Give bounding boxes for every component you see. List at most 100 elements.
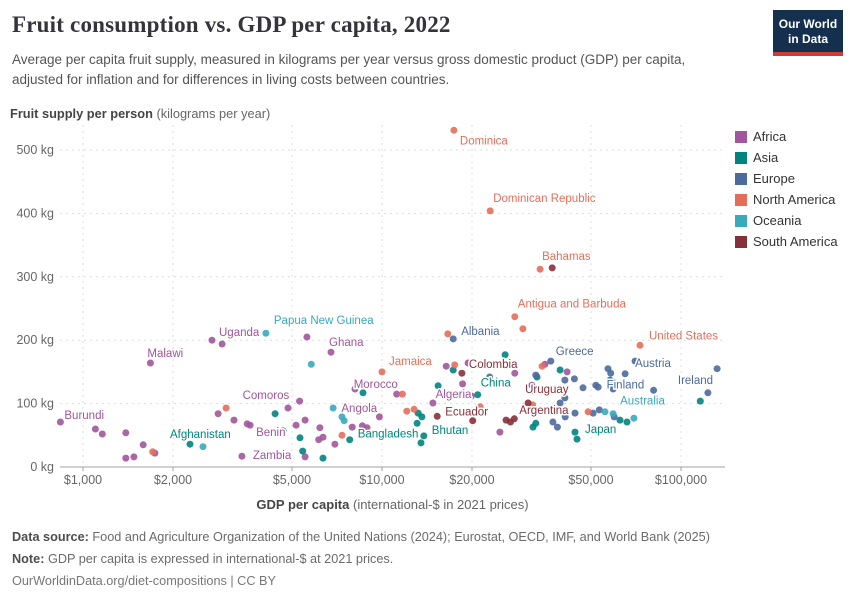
- data-point[interactable]: [601, 408, 609, 416]
- country-label[interactable]: Burundi: [63, 409, 106, 424]
- data-point[interactable]: [91, 425, 99, 433]
- country-label[interactable]: Bhutan: [430, 423, 469, 438]
- owid-logo[interactable]: Our World in Data: [773, 10, 843, 56]
- data-point[interactable]: [528, 381, 536, 389]
- country-label[interactable]: Ecuador: [444, 405, 490, 420]
- country-label[interactable]: Papua New Guinea: [272, 314, 375, 329]
- legend-item-south-america[interactable]: South America: [735, 234, 838, 249]
- data-point[interactable]: [571, 409, 579, 417]
- data-point[interactable]: [316, 424, 324, 432]
- data-point[interactable]: [594, 383, 602, 391]
- data-point[interactable]: [271, 410, 279, 418]
- data-point[interactable]: [536, 265, 544, 273]
- country-label[interactable]: Greece: [554, 345, 595, 360]
- data-point[interactable]: [507, 418, 514, 426]
- data-point[interactable]: [631, 357, 639, 365]
- data-point[interactable]: [434, 382, 442, 390]
- data-point[interactable]: [243, 420, 251, 428]
- data-point[interactable]: [616, 416, 624, 424]
- country-label[interactable]: Albania: [460, 324, 502, 339]
- data-point[interactable]: [301, 453, 309, 461]
- data-point[interactable]: [98, 430, 106, 438]
- data-point[interactable]: [713, 365, 721, 373]
- country-label[interactable]: China: [479, 376, 513, 391]
- data-point[interactable]: [496, 428, 504, 436]
- country-label[interactable]: Ghana: [328, 336, 366, 351]
- data-point[interactable]: [130, 453, 138, 461]
- country-label[interactable]: Angola: [340, 401, 379, 416]
- country-label[interactable]: Bangladesh: [356, 427, 420, 442]
- data-point[interactable]: [561, 376, 569, 384]
- data-point[interactable]: [338, 431, 346, 439]
- country-label[interactable]: Jamaica: [388, 354, 434, 369]
- data-point[interactable]: [442, 362, 450, 370]
- data-point[interactable]: [549, 418, 557, 426]
- country-label[interactable]: Ireland: [676, 373, 714, 388]
- country-label[interactable]: Morocco: [352, 378, 399, 393]
- country-label[interactable]: Finland: [605, 378, 646, 393]
- data-point[interactable]: [561, 394, 569, 402]
- data-point[interactable]: [284, 404, 292, 412]
- data-point[interactable]: [486, 207, 494, 215]
- data-point[interactable]: [458, 369, 466, 377]
- data-point[interactable]: [553, 423, 561, 431]
- data-point[interactable]: [450, 126, 458, 134]
- data-point[interactable]: [218, 340, 226, 348]
- country-label[interactable]: United States: [648, 329, 720, 344]
- data-point[interactable]: [199, 443, 207, 451]
- data-point[interactable]: [606, 376, 614, 384]
- footer-link[interactable]: OurWorldinData.org/diet-compositions | C…: [12, 573, 276, 588]
- data-point[interactable]: [376, 431, 384, 439]
- data-point[interactable]: [609, 385, 617, 393]
- data-point[interactable]: [501, 351, 509, 359]
- data-point[interactable]: [340, 417, 348, 425]
- legend-item-asia[interactable]: Asia: [735, 150, 838, 165]
- data-point[interactable]: [403, 407, 411, 415]
- data-point[interactable]: [296, 397, 304, 405]
- data-point[interactable]: [519, 325, 527, 333]
- country-label[interactable]: Algeria: [434, 387, 473, 402]
- data-point[interactable]: [704, 389, 712, 397]
- data-point[interactable]: [149, 448, 157, 456]
- legend-item-africa[interactable]: Africa: [735, 129, 838, 144]
- data-point[interactable]: [410, 405, 418, 413]
- data-point[interactable]: [561, 413, 569, 421]
- data-point[interactable]: [563, 368, 571, 376]
- data-point[interactable]: [530, 387, 538, 395]
- data-point[interactable]: [303, 333, 311, 341]
- data-point[interactable]: [292, 421, 300, 429]
- data-point[interactable]: [262, 329, 270, 337]
- data-point[interactable]: [449, 335, 457, 343]
- data-point[interactable]: [538, 362, 546, 370]
- data-point[interactable]: [301, 416, 309, 424]
- country-label[interactable]: Benin: [255, 426, 287, 441]
- data-point[interactable]: [307, 360, 315, 368]
- country-label[interactable]: Antigua and Barbuda: [516, 297, 628, 312]
- data-point[interactable]: [319, 454, 327, 462]
- data-point[interactable]: [329, 404, 337, 412]
- data-point[interactable]: [573, 435, 581, 443]
- data-point[interactable]: [417, 439, 425, 447]
- country-label[interactable]: Dominica: [458, 134, 510, 149]
- data-point[interactable]: [319, 433, 327, 441]
- country-label[interactable]: Uganda: [218, 326, 262, 341]
- country-label[interactable]: Uruguay: [524, 383, 571, 398]
- data-point[interactable]: [595, 406, 603, 414]
- data-point[interactable]: [327, 348, 335, 356]
- data-point[interactable]: [607, 369, 615, 377]
- data-point[interactable]: [346, 436, 354, 444]
- data-point[interactable]: [122, 454, 130, 462]
- data-point[interactable]: [214, 410, 222, 418]
- data-point[interactable]: [418, 413, 426, 421]
- data-point[interactable]: [433, 412, 441, 420]
- data-point[interactable]: [621, 370, 629, 378]
- legend-item-oceania[interactable]: Oceania: [735, 213, 838, 228]
- data-point[interactable]: [351, 385, 359, 393]
- data-point[interactable]: [296, 434, 304, 442]
- legend-item-north-america[interactable]: North America: [735, 192, 838, 207]
- data-point[interactable]: [359, 389, 367, 397]
- data-point[interactable]: [511, 313, 519, 321]
- country-label[interactable]: Malawi: [146, 347, 185, 362]
- data-point[interactable]: [222, 404, 230, 412]
- data-point[interactable]: [532, 371, 540, 379]
